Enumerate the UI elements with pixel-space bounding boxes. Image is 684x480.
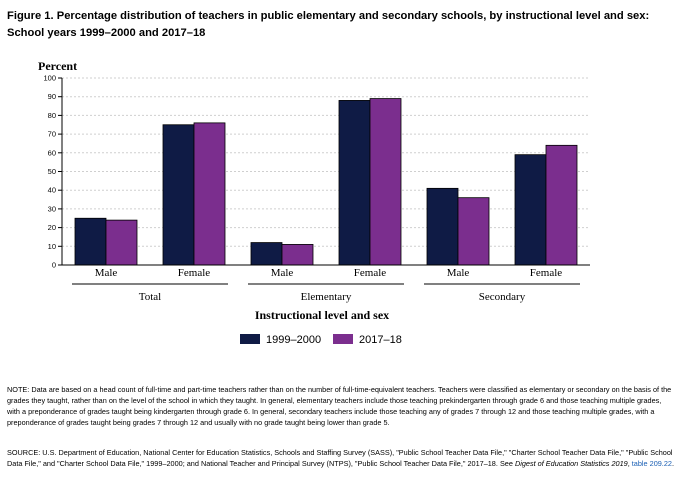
- group-label-total: Total: [139, 291, 161, 303]
- y-tick-label-0: 0: [52, 261, 56, 270]
- see-prefix: See: [499, 459, 515, 468]
- x-category-label-3: Male: [271, 267, 294, 279]
- x-category-label-5: Male: [447, 267, 470, 279]
- legend-item-2017-18: 2017–18: [333, 334, 402, 346]
- y-tick-label-70: 70: [48, 130, 56, 139]
- y-tick-label-40: 40: [48, 186, 56, 195]
- y-axis-ticks: 0 10 20 30 40 50 60 70 80 90 100: [43, 74, 62, 270]
- gridlines: [62, 77, 590, 247]
- y-tick-label-90: 90: [48, 92, 56, 101]
- bar-male-3-2017-18: [281, 244, 314, 266]
- figure-title-line-1: Figure 1. Percentage distribution of tea…: [7, 10, 650, 22]
- bar-male-3-1999-2000: [250, 242, 283, 266]
- legend-label-1999-2000: 1999–2000: [266, 334, 322, 346]
- bar-female-4-2017-18: [369, 98, 402, 266]
- see-end: .: [671, 459, 674, 468]
- bars: [74, 98, 578, 266]
- bar-chart: Percent 0 10 20 30 40 50 60 70 80 90 100 Male Femal…: [38, 59, 590, 322]
- source-text: SOURCE: U.S. Department of Education, Na…: [7, 447, 675, 469]
- y-tick-label-20: 20: [48, 223, 56, 232]
- legend-swatch-2017-18: [333, 334, 353, 344]
- y-tick-label-60: 60: [48, 148, 56, 157]
- digest-title: Digest of Education Statistics 2019: [514, 459, 628, 468]
- bar-female-2-1999-2000: [162, 124, 195, 266]
- legend-item-1999-2000: 1999–2000: [240, 334, 321, 346]
- bar-male-5-1999-2000: [426, 187, 459, 266]
- bar-male-5-2017-18: [457, 197, 490, 266]
- source-body: SOURCE: U.S. Department of Education, Na…: [7, 448, 673, 468]
- y-axis-label: Percent: [38, 59, 77, 73]
- legend-swatch-1999-2000: [240, 334, 260, 344]
- figure-title-line-2: School years 1999–2000 and 2017–18: [7, 27, 206, 39]
- x-category-label-1: Male: [95, 267, 118, 279]
- figure-title: Figure 1. Percentage distribution of tea…: [7, 8, 677, 42]
- legend-label-2017-18: 2017–18: [359, 334, 402, 346]
- y-tick-label-50: 50: [48, 167, 56, 176]
- x-category-label-2: Female: [178, 267, 210, 279]
- x-category-label-6: Female: [530, 267, 562, 279]
- x-axis-labels: Male Female Male Female Male Female Total Eleme…: [72, 267, 580, 303]
- y-tick-label-30: 30: [48, 204, 56, 213]
- note-text: NOTE: Data are based on a head count of …: [7, 385, 672, 427]
- bar-male-1-1999-2000: [74, 217, 107, 266]
- bar-female-2-2017-18: [193, 122, 226, 266]
- bar-female-6-1999-2000: [514, 154, 547, 266]
- x-category-label-4: Female: [354, 267, 386, 279]
- table-link[interactable]: table 209.22: [631, 459, 672, 468]
- group-label-elementary: Elementary: [301, 291, 352, 303]
- see-comma: ,: [627, 459, 632, 468]
- bar-female-6-2017-18: [545, 144, 578, 266]
- x-axis-title: Instructional level and sex: [255, 308, 389, 322]
- y-tick-label-100: 100: [43, 74, 56, 83]
- bar-female-4-1999-2000: [338, 100, 371, 266]
- bar-male-1-2017-18: [105, 219, 138, 266]
- y-tick-label-80: 80: [48, 111, 56, 120]
- y-tick-label-10: 10: [48, 242, 56, 251]
- group-label-secondary: Secondary: [479, 291, 526, 303]
